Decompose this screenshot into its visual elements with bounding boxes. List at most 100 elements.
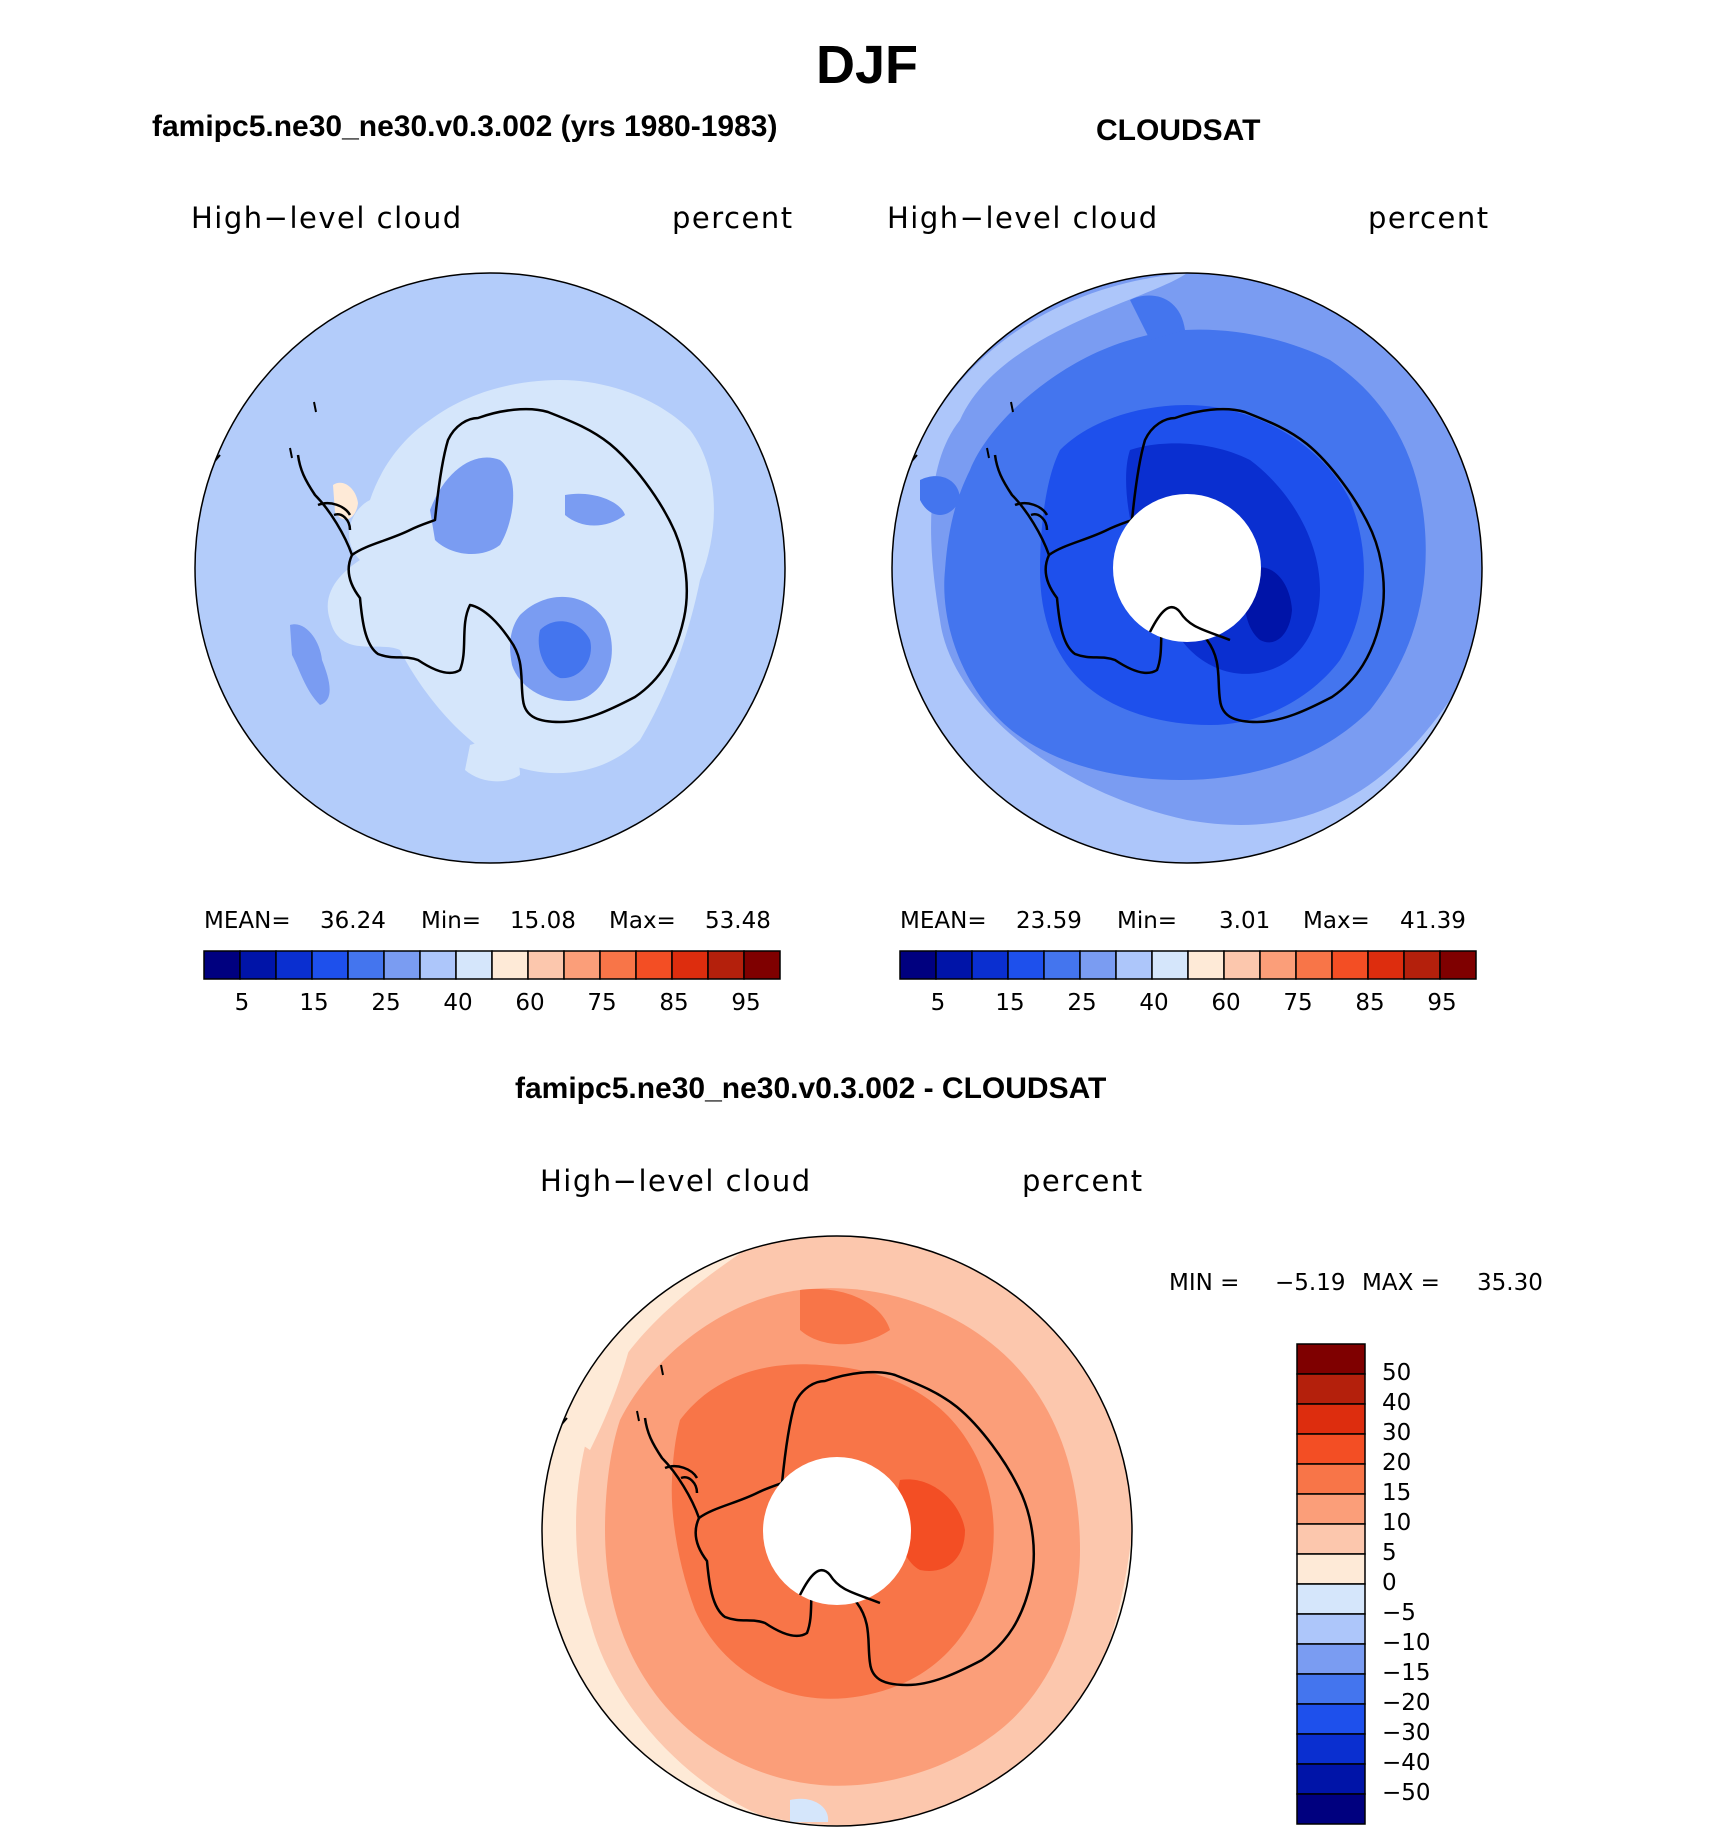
colorbar-swatch: [311, 950, 349, 980]
colorbar-swatch: [1296, 1523, 1366, 1555]
colorbar-tick-label: 95: [731, 990, 761, 1016]
colorbar-tick-label: 15: [995, 990, 1025, 1016]
colorbar-swatch: [1295, 950, 1333, 980]
colorbar-tick-label: 75: [587, 990, 617, 1016]
colorbar-swatch: [1151, 950, 1189, 980]
colorbar-tick-label: −5: [1382, 1600, 1416, 1626]
colorbar-swatch: [1296, 1673, 1366, 1705]
colorbar-swatch: [599, 950, 637, 980]
obs-missing-data-hole: [1113, 494, 1261, 642]
colorbar-swatch: [1187, 950, 1225, 980]
colorbar-tick-label: 5: [234, 990, 250, 1016]
diff-variable-label: High−level cloud: [540, 1164, 812, 1198]
obs-mean-value: 23.59: [1016, 908, 1082, 934]
obs-mean-label: MEAN=: [900, 908, 987, 934]
colorbar-swatch: [383, 950, 421, 980]
colorbar-tick-label: −40: [1382, 1750, 1431, 1776]
colorbar-tick-label: 25: [1067, 990, 1097, 1016]
colorbar-tick-label: 40: [1382, 1390, 1412, 1416]
model-polar-map: [194, 272, 786, 864]
diff-missing-data-hole: [763, 1457, 911, 1605]
obs-max-value: 41.39: [1400, 908, 1466, 934]
model-variable-label: High−level cloud: [191, 201, 463, 235]
colorbar-swatch: [1296, 1733, 1366, 1765]
model-max-value: 53.48: [705, 908, 771, 934]
colorbar-swatch: [1223, 950, 1261, 980]
model-contour-light: [327, 380, 714, 774]
colorbar-tick-label: 40: [443, 990, 473, 1016]
colorbar-tick-label: 50: [1382, 1360, 1412, 1386]
colorbar-swatch: [635, 950, 673, 980]
model-min-value: 15.08: [510, 908, 576, 934]
obs-map-border: [891, 272, 1483, 864]
colorbar-swatch: [1296, 1493, 1366, 1525]
model-contour-dark: [538, 621, 591, 679]
colorbar-swatch: [1259, 950, 1297, 980]
diff-contour-strong-north: [800, 1289, 890, 1345]
colorbar-tick-label: 15: [299, 990, 329, 1016]
colorbar-tick-label: −10: [1382, 1630, 1431, 1656]
colorbar-tick-label: 30: [1382, 1420, 1412, 1446]
diff-colorbar: [1296, 1343, 1366, 1825]
obs-colorbar: [899, 950, 1477, 980]
colorbar-swatch: [671, 950, 709, 980]
colorbar-swatch: [203, 950, 241, 980]
colorbar-tick-label: 60: [1211, 990, 1241, 1016]
colorbar-tick-label: 85: [1355, 990, 1385, 1016]
model-contour-mid3: [565, 493, 625, 526]
model-contour-warm: [333, 482, 358, 520]
diff-units-label: percent: [1022, 1164, 1144, 1198]
colorbar-swatch: [1296, 1703, 1366, 1735]
obs-hole-coast: [1148, 606, 1231, 642]
obs-panel-heading: CLOUDSAT: [1096, 114, 1261, 147]
antarctic-peninsula: [993, 454, 1051, 556]
colorbar-swatch: [1403, 950, 1441, 980]
colorbar-swatch: [971, 950, 1009, 980]
diff-contour-faint-top: [560, 1300, 640, 1450]
diff-contour-negative: [790, 1798, 829, 1822]
diff-max-value: 35.30: [1477, 1270, 1543, 1296]
colorbar-swatch: [1007, 950, 1045, 980]
colorbar-swatch: [1296, 1463, 1366, 1495]
antarctic-peninsula: [296, 454, 354, 556]
colorbar-swatch: [1079, 950, 1117, 980]
model-map-border: [194, 272, 786, 864]
colorbar-swatch: [899, 950, 937, 980]
antarctica-coastline: [694, 1370, 1036, 1687]
colorbar-swatch: [1296, 1433, 1366, 1465]
obs-contour-mid-spoke2: [1130, 295, 1185, 340]
obs-max-label: Max=: [1303, 908, 1370, 934]
colorbar-tick-label: 40: [1139, 990, 1169, 1016]
colorbar-swatch: [347, 950, 385, 980]
model-max-label: Max=: [609, 908, 676, 934]
colorbar-tick-label: 60: [515, 990, 545, 1016]
obs-min-label: Min=: [1117, 908, 1178, 934]
model-contour-mid4: [290, 624, 330, 705]
colorbar-swatch: [275, 950, 313, 980]
colorbar-swatch: [743, 950, 781, 980]
diff-hole-coast: [798, 1569, 881, 1605]
antarctic-peninsula: [643, 1417, 701, 1519]
colorbar-swatch: [1296, 1613, 1366, 1645]
colorbar-tick-label: 5: [930, 990, 946, 1016]
colorbar-tick-label: 85: [659, 990, 689, 1016]
diff-min-value: −5.19: [1275, 1270, 1346, 1296]
model-min-label: Min=: [421, 908, 482, 934]
colorbar-tick-label: 25: [371, 990, 401, 1016]
model-contour-mid1: [430, 457, 514, 555]
colorbar-swatch: [1296, 1343, 1366, 1375]
colorbar-tick-label: 95: [1427, 990, 1457, 1016]
colorbar-swatch: [1439, 950, 1477, 980]
colorbar-swatch: [491, 950, 529, 980]
colorbar-swatch: [1296, 1583, 1366, 1615]
diff-map-border: [541, 1235, 1133, 1827]
colorbar-tick-label: 20: [1382, 1450, 1412, 1476]
colorbar-swatch: [707, 950, 745, 980]
colorbar-swatch: [1296, 1553, 1366, 1585]
colorbar-swatch: [1296, 1643, 1366, 1675]
diff-polar-map: [541, 1235, 1133, 1827]
colorbar-swatch: [1296, 1373, 1366, 1405]
colorbar-swatch: [1296, 1763, 1366, 1795]
colorbar-swatch: [239, 950, 277, 980]
colorbar-tick-label: −15: [1382, 1660, 1431, 1686]
